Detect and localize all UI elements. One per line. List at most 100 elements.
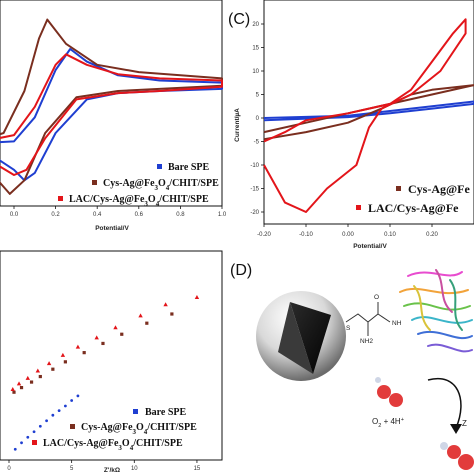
- panel-c-x-tick-label: 0.20: [426, 232, 438, 238]
- carbonyl-o-label: O: [374, 294, 379, 301]
- legend-c-marker-lac: [356, 205, 361, 210]
- legend-b-marker-cys: [70, 424, 75, 429]
- legend-b-marker-bare: [133, 409, 138, 414]
- legend-a-marker-lac: [58, 196, 63, 201]
- panel-b-point: [10, 386, 15, 391]
- panel-b: 0 5 10 15 Z'/kΩ Bare SPE Cys-Ag@Fe3O4/CHIT/…: [0, 250, 223, 474]
- panel-c-y-tick-label: 20: [252, 22, 259, 28]
- panel-c-label: (C): [228, 11, 250, 28]
- product-label: Z: [462, 419, 467, 428]
- panel-d: (D) S NH2 NH O: [230, 262, 474, 470]
- panel-a-x-tick-label: 0.8: [176, 212, 185, 218]
- panel-a-series: [0, 18, 223, 195]
- panel-c-series-line: [263, 100, 474, 122]
- panel-b-point: [145, 321, 149, 325]
- panel-c-y-tick-label: -5: [254, 140, 260, 146]
- panel-a: 0.0 0.2 0.4 0.6 0.8 1.0 Potential/V Bare SPE …: [0, 0, 227, 232]
- panel-b-point: [46, 361, 52, 366]
- panel-b-point: [113, 325, 118, 330]
- panel-c-y-ticks: 20 15 10 5 0 -5 -10 -15 -20: [250, 22, 264, 216]
- panel-b-point: [82, 351, 86, 355]
- legend-a-cys: Cys-Ag@Fe3O4/CHIT/SPE: [103, 178, 219, 192]
- legend-a-marker-bare: [157, 164, 162, 169]
- panel-b-point: [51, 413, 55, 417]
- panel-a-x-tick-label: 0.6: [135, 212, 144, 218]
- panel-c-legend: Cys-Ag@Fe LAC/Cys-Ag@Fe: [356, 182, 470, 215]
- legend-b-marker-lac: [32, 440, 37, 445]
- legend-a-bare: Bare SPE: [168, 162, 210, 173]
- amine-label: NH2: [360, 338, 373, 345]
- panel-c-x-tick-label: 0.10: [384, 232, 396, 238]
- panel-c-x-ticks: -0.20 -0.10 0.00 0.10 0.20: [257, 224, 438, 238]
- panel-b-x-ticks: 0 5 10 15: [7, 460, 201, 472]
- panel-c-y-tick-label: -10: [250, 163, 259, 169]
- panel-c-x-tick-label: -0.20: [257, 232, 271, 238]
- reaction-arrowhead: [450, 424, 462, 434]
- panel-c-y-tick-label: -20: [250, 210, 259, 216]
- panel-c-y-tick-label: 15: [252, 46, 259, 52]
- panel-c-x-axis-label: Potential/V: [353, 243, 387, 250]
- panel-a-x-ticks: 0.0 0.2 0.4 0.6 0.8 1.0: [10, 206, 227, 218]
- panel-a-x-axis-label: Potential/V: [95, 225, 129, 232]
- panel-b-point: [120, 332, 124, 336]
- panel-b-point: [63, 404, 67, 408]
- laccase-enzyme: [399, 269, 473, 353]
- panel-a-x-tick-label: 1.0: [218, 212, 227, 218]
- o2-molecule: [375, 377, 403, 407]
- legend-c-lac: LAC/Cys-Ag@Fe: [368, 201, 459, 215]
- panel-d-label: (D): [230, 262, 252, 279]
- cysteine-linker: [345, 302, 391, 336]
- panel-b-point: [57, 409, 61, 412]
- legend-b-cys: Cys-Ag@Fe3O4/CHIT/SPE: [81, 422, 197, 436]
- panel-b-point: [19, 386, 24, 390]
- panel-b-point: [13, 447, 17, 451]
- panel-b-point: [63, 360, 67, 364]
- panel-b-frame: [0, 250, 223, 461]
- panel-b-point: [70, 399, 74, 402]
- panel-c-x-tick-label: -0.10: [299, 232, 313, 238]
- panel-c-y-tick-label: 10: [252, 69, 259, 75]
- panel-b-point: [32, 430, 36, 434]
- legend-c-marker-cys: [396, 186, 401, 191]
- panel-b-point: [94, 335, 99, 340]
- panel-b-point: [76, 394, 80, 398]
- reaction-arrow: [427, 377, 462, 429]
- panel-b-legend: Bare SPE Cys-Ag@Fe3O4/CHIT/SPE LAC/Cys-A…: [32, 407, 197, 452]
- panel-b-point: [35, 368, 41, 373]
- panel-a-series-line: [0, 53, 223, 176]
- panel-b-point: [138, 313, 143, 318]
- panel-b-point: [25, 375, 30, 380]
- panel-a-x-tick-label: 0.2: [51, 212, 60, 218]
- panel-b-x-axis-label: Z'/kΩ: [104, 467, 120, 474]
- legend-c-cys: Cys-Ag@Fe: [408, 182, 470, 196]
- nanoparticle-core-cutaway: [290, 302, 331, 374]
- panel-b-series: [10, 294, 200, 451]
- panel-c-y-axis-label: Current/µA: [234, 108, 241, 142]
- panel-c-x-tick-label: 0.00: [342, 232, 354, 238]
- panel-a-frame: [0, 0, 223, 207]
- panel-a-x-tick-label: 0.0: [10, 212, 19, 218]
- panel-b-point: [16, 381, 22, 386]
- panel-a-x-tick-label: 0.4: [93, 212, 102, 218]
- legend-b-lac: LAC/Cys-Ag@Fe3O4/CHIT/SPE: [43, 438, 183, 452]
- panel-c-y-tick-label: 0: [256, 116, 260, 122]
- panel-b-point: [26, 435, 30, 439]
- panel-c-series-line: [263, 84, 474, 141]
- nanoparticle-core-side: [278, 302, 313, 374]
- panel-b-point: [45, 419, 48, 423]
- panel-c-series-line: [263, 18, 467, 213]
- panel-b-point: [163, 302, 168, 307]
- water-product: [440, 442, 474, 470]
- amide-nh-label: NH: [392, 320, 402, 327]
- panel-c-y-tick-label: -15: [250, 187, 259, 193]
- panel-b-point: [29, 380, 34, 384]
- reaction-label: O2 + 4H+: [372, 417, 404, 429]
- panel-b-x-tick-label: 5: [70, 466, 74, 472]
- panel-b-x-tick-label: 0: [7, 466, 11, 472]
- panel-b-point: [75, 344, 81, 349]
- panel-b-point: [170, 312, 174, 316]
- panel-b-x-tick-label: 15: [194, 466, 201, 472]
- panel-b-point: [51, 367, 55, 371]
- panel-b-point: [194, 294, 200, 299]
